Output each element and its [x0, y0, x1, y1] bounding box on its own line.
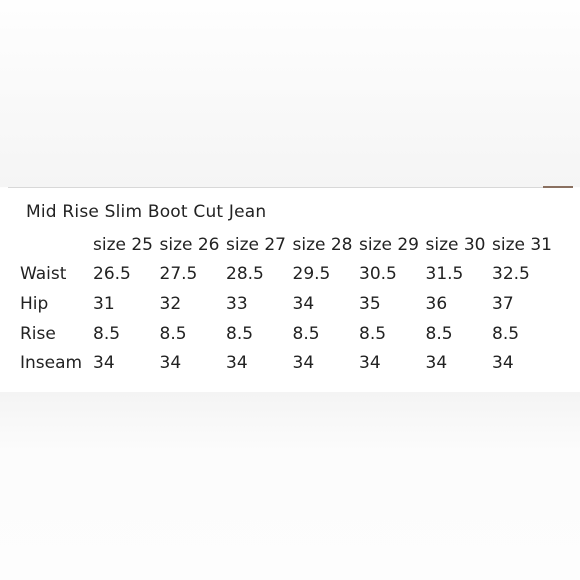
table-cell: 26.5	[93, 264, 131, 285]
row-label: Inseam	[20, 353, 83, 374]
header-row: size 25 size 26 size 27 size 28 size 29 …	[20, 230, 559, 260]
table-cell: 34	[292, 293, 315, 314]
divider-accent	[543, 186, 573, 189]
table-cell: 8.5	[226, 323, 254, 344]
table-cell: 8.5	[425, 323, 453, 344]
table-row: Waist 26.5 27.5 28.5 29.5 30.5 31.5 32.5	[20, 260, 559, 290]
table-cell: 8.5	[292, 323, 320, 344]
size-table: size 25 size 26 size 27 size 28 size 29 …	[20, 230, 559, 378]
divider-line	[8, 187, 572, 188]
size-chart-panel	[0, 188, 580, 392]
table-row: Hip 31 32 33 34 35 36 37	[20, 289, 559, 319]
corner-cell	[20, 230, 93, 260]
table-cell: 32	[159, 293, 182, 314]
table-cell: 34	[292, 353, 315, 374]
row-label: Hip	[20, 293, 49, 314]
table-cell: 34	[159, 353, 182, 374]
column-header: size 31	[492, 234, 552, 255]
column-header: size 25	[93, 234, 153, 255]
top-background	[0, 0, 580, 187]
column-header: size 28	[292, 234, 353, 255]
row-label: Rise	[20, 323, 56, 344]
column-header: size 27	[226, 234, 286, 255]
table-cell: 8.5	[359, 323, 387, 344]
column-header: size 30	[425, 234, 486, 255]
table-cell: 36	[425, 293, 448, 314]
table-cell: 32.5	[492, 264, 530, 285]
table-cell: 8.5	[492, 323, 520, 344]
table-cell: 34	[492, 353, 514, 374]
table-cell: 33	[226, 293, 248, 314]
table-cell: 31	[93, 293, 115, 314]
column-header: size 26	[159, 234, 220, 255]
table-row: Rise 8.5 8.5 8.5 8.5 8.5 8.5 8.5	[20, 319, 559, 349]
table-cell: 34	[359, 353, 381, 374]
table-row: Inseam 34 34 34 34 34 34 34	[20, 348, 559, 378]
table-cell: 31.5	[425, 264, 464, 285]
table-cell: 27.5	[159, 264, 198, 285]
chart-title: Mid Rise Slim Boot Cut Jean	[26, 202, 267, 222]
table-cell: 37	[492, 293, 514, 314]
table-cell: 29.5	[292, 264, 331, 285]
table-cell: 8.5	[159, 323, 187, 344]
table-cell: 28.5	[226, 264, 264, 285]
table-cell: 35	[359, 293, 381, 314]
row-label: Waist	[20, 264, 67, 285]
table-cell: 34	[93, 353, 115, 374]
column-header: size 29	[359, 234, 419, 255]
table-cell: 34	[425, 353, 448, 374]
table-cell: 34	[226, 353, 248, 374]
bottom-background	[0, 392, 580, 580]
table-cell: 8.5	[93, 323, 121, 344]
table-cell: 30.5	[359, 264, 397, 285]
